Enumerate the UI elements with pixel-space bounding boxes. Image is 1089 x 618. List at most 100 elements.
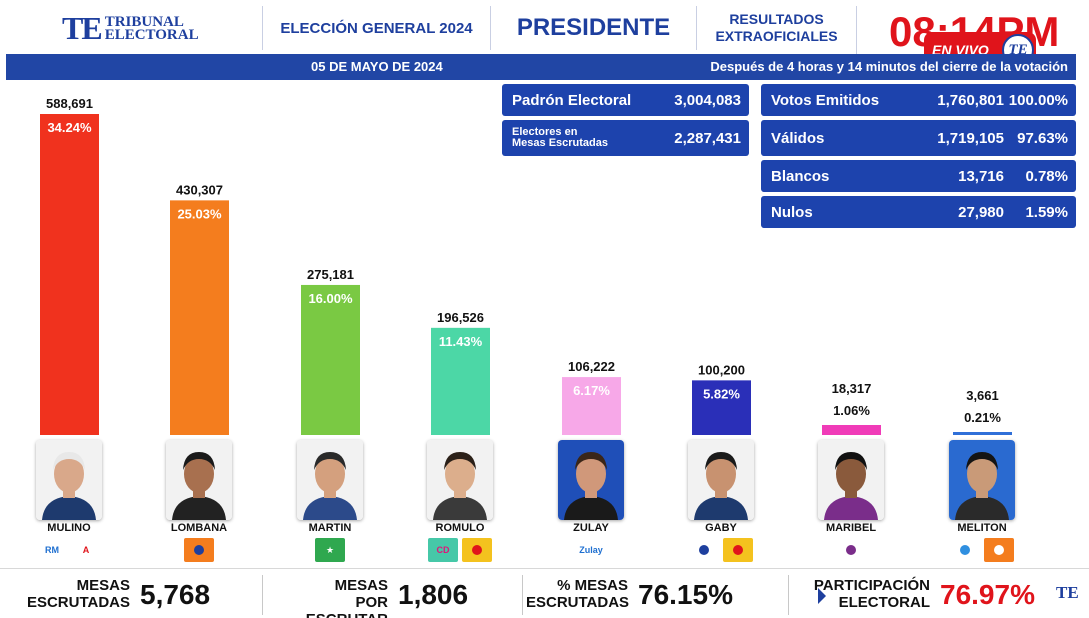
candidate-photo xyxy=(818,440,884,520)
bar-value-label: 106,222 xyxy=(568,359,615,374)
divider xyxy=(788,575,789,615)
bar-pct-label: 34.24% xyxy=(47,120,92,135)
stat-label: Válidos xyxy=(771,129,825,147)
bar-pct-label: 25.03% xyxy=(177,206,222,221)
bar-value-label: 275,181 xyxy=(307,267,354,282)
candidate-name: GABY xyxy=(705,522,737,534)
candidate-card: MULINO RM A xyxy=(36,440,102,564)
stat-pct: 1.59% xyxy=(1025,203,1068,221)
stat-value: 13,716 xyxy=(958,167,1004,185)
stat-label: Electores en Mesas Escrutadas xyxy=(512,126,608,149)
te-footer-logo: TE xyxy=(1056,583,1079,602)
stat-blancos: Blancos 13,716 0.78% xyxy=(761,160,1076,192)
stat-pct: 97.63% xyxy=(1017,129,1068,147)
party-logo-icon: ★ xyxy=(315,538,345,562)
election-title: ELECCIÓN GENERAL 2024 xyxy=(262,6,490,50)
logo-line-1: TRIBUNAL xyxy=(104,13,184,30)
mesas-por-escrutar-value: 1,806 xyxy=(398,579,469,610)
label-line: ESCRUTADAS xyxy=(526,594,630,611)
party-logo-icon: Zulay xyxy=(576,538,606,562)
party-logos: ★ xyxy=(297,538,363,564)
bar-zulay xyxy=(562,377,621,435)
stat-votos-emitidos: Votos Emitidos 1,760,801 100.00% xyxy=(761,84,1076,116)
triangle-mark-icon xyxy=(950,538,980,562)
bar-pct-label: 5.82% xyxy=(703,386,740,401)
bar-lombana xyxy=(170,200,229,435)
arrow-right-icon xyxy=(818,588,826,604)
stat-label: Votos Emitidos xyxy=(771,91,880,109)
election-date: 05 DE MAYO DE 2024 xyxy=(311,59,443,74)
label-line: MESAS xyxy=(334,577,388,594)
circle-mark-icon xyxy=(984,538,1014,562)
bar-mulino xyxy=(40,114,99,435)
bar-meliton xyxy=(953,432,1012,435)
label-line: % MESAS xyxy=(557,577,628,594)
bar-pct-label: 16.00% xyxy=(308,291,353,306)
party-logo-icon: A xyxy=(71,538,101,562)
stat-nulos: Nulos 27,980 1.59% xyxy=(761,196,1076,228)
party-logos xyxy=(949,538,1015,564)
tribunal-electoral-logo: TE TRIBUNAL ELECTORAL xyxy=(62,10,199,47)
person-mark-icon xyxy=(836,538,866,562)
bar-romulo xyxy=(431,327,490,435)
bar-value-label: 196,526 xyxy=(437,310,484,325)
office-title: PRESIDENTE xyxy=(490,6,696,50)
candidate-photo xyxy=(427,440,493,520)
bar-pct-label: 11.43% xyxy=(439,334,483,349)
party-logos: Zulay xyxy=(558,538,624,564)
party-logo-icon: RM xyxy=(37,538,67,562)
bar-value-label: 18,317 xyxy=(832,381,872,396)
stat-pct: 100.00% xyxy=(1008,91,1068,109)
party-mark-icon xyxy=(723,538,753,562)
label-line: ESCRUTADAS xyxy=(26,594,130,611)
candidate-name: MARTIN xyxy=(308,522,352,534)
party-logos: RM A xyxy=(36,538,102,564)
pct-mesas-value: 76.15% xyxy=(638,579,733,610)
candidate-card: MARTIN ★ xyxy=(297,440,363,564)
bar-value-label: 100,200 xyxy=(698,362,745,377)
candidate-card: LOMBANA xyxy=(166,440,232,564)
candidate-card: MELITON xyxy=(949,440,1015,564)
bar-pct-label: 6.17% xyxy=(573,383,610,398)
candidate-name: ZULAY xyxy=(573,522,609,534)
candidate-card: ZULAY Zulay xyxy=(558,440,624,564)
party-logos: CD xyxy=(427,538,493,564)
candidate-name: LOMBANA xyxy=(170,522,228,534)
footer: MESAS ESCRUTADAS 5,768 MESAS POR ESCRUTA… xyxy=(0,568,1089,618)
sunrise-icon xyxy=(184,538,214,562)
bar-value-label: 430,307 xyxy=(176,182,223,197)
time-since-close: Después de 4 horas y 14 minutos del cier… xyxy=(710,59,1068,74)
divider xyxy=(262,575,263,615)
party-logos xyxy=(166,538,232,564)
mesas-escrutadas-value: 5,768 xyxy=(140,579,211,610)
label-line: POR ESCRUTAR xyxy=(306,594,388,618)
candidate-photo xyxy=(558,440,624,520)
stat-value: 2,287,431 xyxy=(674,129,741,147)
stat-label: Padrón Electoral xyxy=(512,91,632,109)
mesas-por-escrutar-label: MESAS POR ESCRUTAR xyxy=(270,577,388,618)
candidate-name: MELITON xyxy=(957,522,1007,534)
logo-line-2: ELECTORAL xyxy=(104,26,199,43)
stat-electores: Electores en Mesas Escrutadas 2,287,431 xyxy=(502,120,749,156)
candidate-name: ROMULO xyxy=(435,522,485,534)
stat-value: 27,980 xyxy=(958,203,1004,221)
candidate-photo xyxy=(36,440,102,520)
candidate-card: GABY xyxy=(688,440,754,564)
header: TE TRIBUNAL ELECTORAL ELECCIÓN GENERAL 2… xyxy=(0,0,1089,54)
stripe-flag-icon xyxy=(462,538,492,562)
party-logos xyxy=(818,538,884,564)
participacion-value: 76.97% xyxy=(940,579,1035,610)
stat-validos: Válidos 1,719,105 97.63% xyxy=(761,120,1076,156)
logo-mark: TE xyxy=(62,10,103,46)
party-logos xyxy=(688,538,754,564)
candidate-name: MARIBEL xyxy=(825,522,877,534)
bar-pct-label: 0.21% xyxy=(964,410,1001,425)
mesas-escrutadas-label: MESAS ESCRUTADAS xyxy=(20,577,130,611)
bar-value-label: 588,691 xyxy=(46,96,93,111)
stat-label: Blancos xyxy=(771,167,830,185)
pct-mesas-label: % MESAS ESCRUTADAS xyxy=(526,577,630,611)
date-bar: 05 DE MAYO DE 2024 Después de 4 horas y … xyxy=(6,54,1076,80)
candidate-photo xyxy=(166,440,232,520)
bar-pct-label: 1.06% xyxy=(833,403,870,418)
stat-padron: Padrón Electoral 3,004,083 xyxy=(502,84,749,116)
